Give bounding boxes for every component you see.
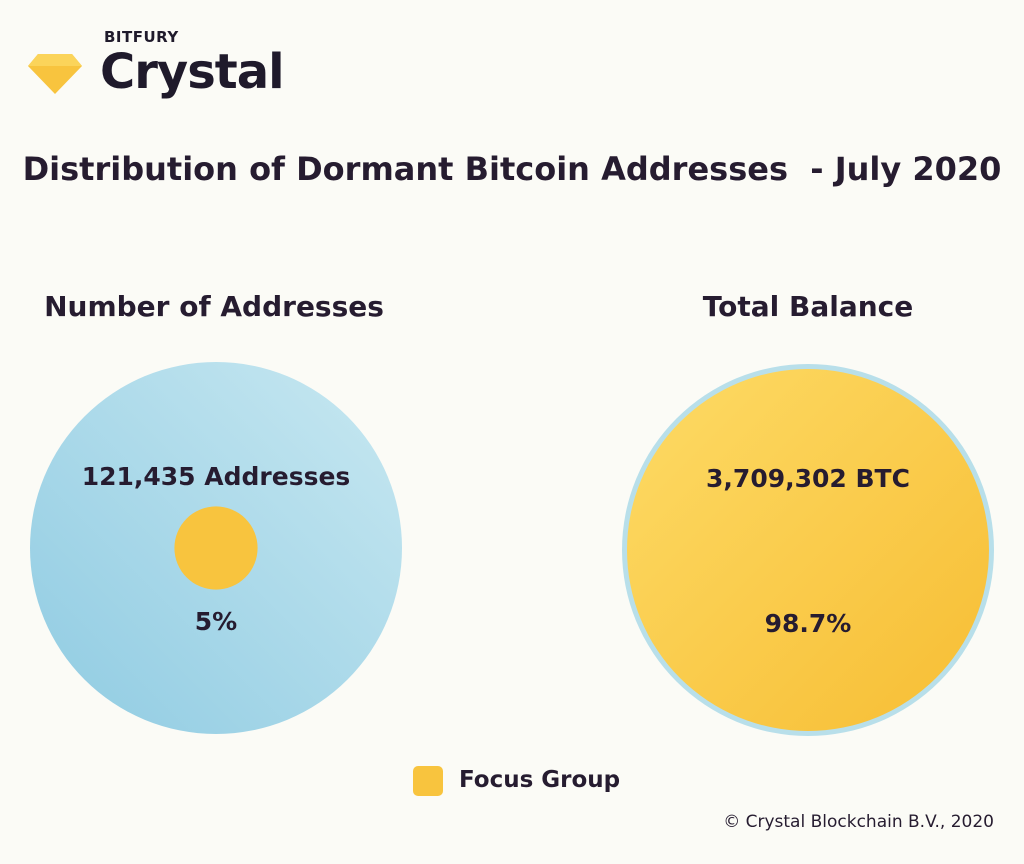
diamond-icon: [28, 54, 82, 94]
chart-title-addresses: Number of Addresses: [44, 290, 384, 323]
chart-addresses: 121,435 Addresses 5%: [30, 362, 402, 734]
copyright: © Crystal Blockchain B.V., 2020: [723, 812, 994, 832]
focus-group-circle: [174, 506, 258, 590]
crystal-logo: BITFURY Crystal: [28, 26, 288, 106]
total-value-label: 3,709,302 BTC: [706, 464, 910, 493]
page-title: Distribution of Dormant Bitcoin Addresse…: [22, 150, 1002, 188]
focus-share-label: 5%: [195, 607, 237, 636]
total-value-label: 121,435 Addresses: [82, 462, 351, 491]
chart-title-balance: Total Balance: [702, 290, 914, 323]
legend-swatch-focus-group: [413, 766, 443, 796]
chart-balance: 3,709,302 BTC 98.7%: [622, 364, 994, 736]
focus-share-label: 98.7%: [765, 609, 852, 638]
focus-group-circle: [627, 369, 989, 731]
logo-name: Crystal: [100, 44, 285, 100]
logo-brand: BITFURY: [104, 28, 179, 46]
legend-label-focus-group: Focus Group: [459, 767, 621, 793]
